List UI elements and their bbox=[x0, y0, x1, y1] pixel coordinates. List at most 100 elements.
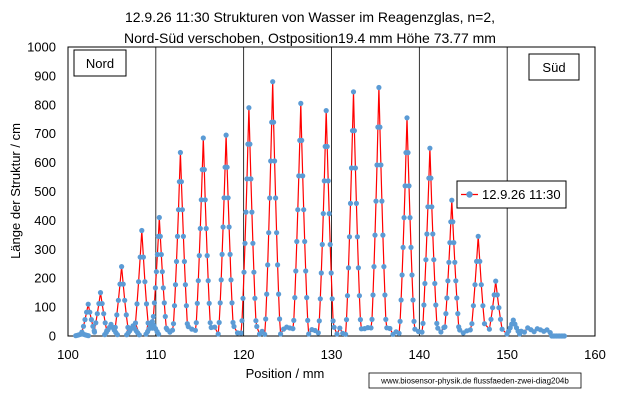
y-tick-label: 600 bbox=[34, 155, 56, 170]
data-point bbox=[420, 320, 426, 326]
data-point bbox=[326, 211, 332, 217]
data-point bbox=[347, 200, 354, 206]
data-point bbox=[192, 327, 198, 333]
data-point bbox=[318, 270, 324, 276]
data-point bbox=[152, 285, 158, 291]
data-point bbox=[212, 324, 218, 330]
sued-label: Süd bbox=[542, 60, 565, 75]
data-point bbox=[276, 291, 282, 297]
data-point bbox=[132, 320, 139, 326]
data-point bbox=[247, 141, 253, 147]
data-point bbox=[380, 232, 386, 238]
y-tick-label: 100 bbox=[34, 300, 56, 315]
data-point bbox=[204, 253, 210, 259]
data-point bbox=[178, 179, 184, 185]
legend-label: 12.9.26 11:30 bbox=[482, 187, 561, 202]
data-point bbox=[446, 259, 452, 265]
data-point bbox=[411, 318, 417, 324]
data-point bbox=[79, 329, 85, 335]
data-point bbox=[154, 251, 160, 258]
data-point bbox=[291, 317, 297, 323]
data-point bbox=[467, 327, 473, 333]
data-point bbox=[274, 230, 280, 236]
data-point bbox=[271, 119, 277, 125]
data-point bbox=[398, 297, 404, 303]
data-point bbox=[93, 320, 99, 326]
data-point bbox=[90, 323, 96, 329]
data-point bbox=[277, 316, 283, 322]
data-point bbox=[343, 317, 350, 323]
data-point bbox=[253, 318, 259, 324]
data-point bbox=[227, 251, 233, 257]
data-point bbox=[219, 251, 225, 257]
data-point bbox=[179, 207, 185, 213]
data-point bbox=[452, 259, 458, 265]
data-point bbox=[156, 331, 162, 337]
data-point bbox=[350, 89, 357, 95]
data-point bbox=[278, 331, 284, 337]
data-point bbox=[172, 282, 179, 288]
data-point bbox=[254, 323, 260, 330]
data-point bbox=[490, 305, 496, 311]
data-point bbox=[180, 233, 186, 239]
data-point bbox=[494, 292, 500, 298]
data-point bbox=[404, 115, 410, 121]
data-point bbox=[82, 317, 88, 323]
data-point bbox=[396, 330, 402, 336]
data-point bbox=[195, 278, 201, 284]
data-point bbox=[150, 313, 156, 320]
credit-box: www.biosensor-physik.de flussfaeden-zwei… bbox=[368, 372, 582, 389]
data-point bbox=[162, 313, 168, 320]
data-point bbox=[248, 176, 254, 182]
data-point bbox=[243, 209, 249, 215]
data-point bbox=[229, 300, 235, 306]
data-point bbox=[252, 295, 258, 301]
data-point bbox=[114, 312, 120, 318]
data-point bbox=[376, 84, 382, 91]
data-point bbox=[158, 251, 164, 258]
data-point bbox=[445, 278, 451, 284]
data-point bbox=[399, 272, 405, 278]
y-tick-label: 500 bbox=[34, 184, 56, 199]
data-point bbox=[319, 241, 325, 248]
data-point bbox=[136, 332, 142, 338]
data-point bbox=[521, 329, 528, 335]
data-point bbox=[357, 317, 363, 323]
data-point bbox=[267, 195, 273, 201]
x-tick-labels: 100 110 120 130 140 150 160 bbox=[57, 347, 606, 362]
data-point bbox=[194, 300, 200, 306]
data-point bbox=[224, 164, 230, 170]
data-point bbox=[198, 197, 204, 203]
data-point bbox=[430, 231, 436, 237]
data-point bbox=[354, 234, 360, 240]
y-tick-label: 1000 bbox=[27, 40, 56, 55]
data-point bbox=[290, 326, 296, 332]
data-point bbox=[85, 301, 91, 307]
data-point bbox=[218, 277, 224, 283]
data-point bbox=[352, 165, 358, 171]
data-point bbox=[123, 312, 129, 318]
data-point bbox=[324, 143, 330, 150]
data-point bbox=[292, 295, 298, 301]
data-point bbox=[120, 281, 126, 287]
data-point bbox=[304, 295, 310, 301]
data-point bbox=[94, 311, 100, 317]
data-point bbox=[299, 137, 305, 143]
data-point bbox=[330, 318, 336, 324]
data-point bbox=[206, 300, 212, 306]
data-point bbox=[510, 317, 516, 323]
data-point bbox=[221, 195, 227, 201]
data-point bbox=[300, 173, 306, 179]
data-point bbox=[275, 262, 281, 268]
x-tick-label: 120 bbox=[233, 347, 255, 362]
y-tick-label: 400 bbox=[34, 213, 56, 228]
data-point bbox=[225, 195, 231, 201]
data-point bbox=[296, 173, 302, 179]
data-point bbox=[450, 219, 456, 225]
data-point bbox=[406, 183, 412, 189]
data-point bbox=[387, 325, 393, 332]
data-point bbox=[343, 331, 349, 337]
data-point bbox=[295, 207, 301, 213]
data-point bbox=[159, 269, 165, 275]
sued-annotation-box: Süd bbox=[528, 53, 580, 81]
